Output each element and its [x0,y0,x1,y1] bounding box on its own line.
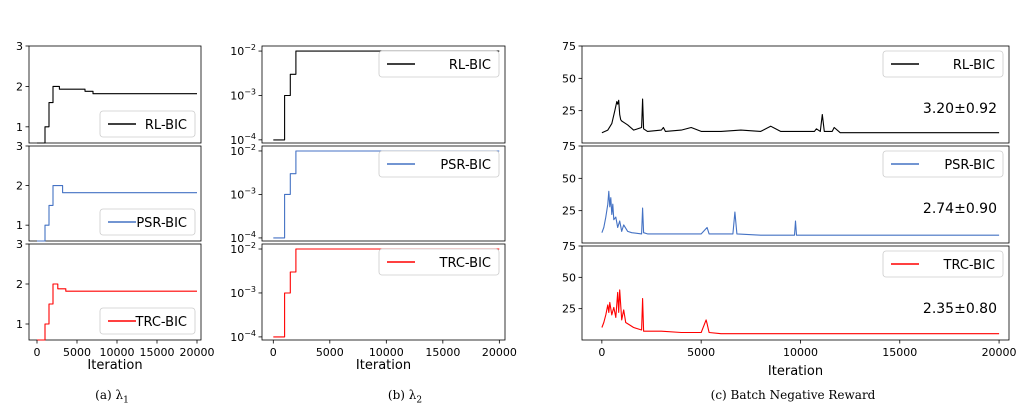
y-tick-label: 1 [16,318,23,331]
x-tick-label: 15000 [140,346,175,359]
x-axis-label: Iteration [768,364,823,379]
stat-annotation: 2.35±0.80 [923,301,997,317]
y-tick-label: 1 [16,121,23,134]
stat-annotation: 2.74±0.90 [923,201,997,217]
plot-frame [581,145,1010,244]
y-tick-label: 2 [16,278,23,291]
x-tick-label: 20000 [482,346,517,359]
x-tick-label: 10000 [369,346,404,359]
caption-a: (a) λ1 [95,388,129,406]
legend-label: TRC-BIC [943,258,995,273]
legend-box [882,150,1004,178]
legend-label: PSR-BIC [440,158,491,173]
y-tick-label: 50 [562,72,576,85]
y-tick-label: 75 [562,240,576,253]
y-tick-label: 10−2 [230,241,256,256]
legend-box [378,50,500,78]
y-tick-label: 3 [16,238,23,251]
legend-box [99,307,196,335]
plot-frame [261,243,506,341]
caption-b: (b) λ2 [387,388,423,406]
legend-box [882,50,1004,78]
x-tick-label: 10000 [100,346,135,359]
plot-frame [261,45,506,144]
y-tick-label: 2 [16,180,23,193]
series-line-trc-bic [273,248,500,338]
plot-frame [28,243,202,341]
series-line-rl-bic [273,50,500,141]
legend-label: RL-BIC [449,58,491,73]
y-tick-label: 3 [16,40,23,53]
x-tick-label: 15000 [425,346,460,359]
legend-label: TRC-BIC [439,256,491,271]
y-tick-label: 50 [562,172,576,185]
y-tick-label: 25 [562,205,576,218]
y-tick-label: 75 [562,40,576,53]
y-tick-label: 10−3 [230,186,256,201]
y-tick-label: 3 [16,140,23,153]
legend-label: RL-BIC [145,118,187,133]
series-line-rl-bic [601,98,1000,134]
stat-annotation: 3.20±0.92 [923,101,997,117]
x-axis-label: Iteration [87,358,142,373]
plot-frame [581,245,1010,341]
x-tick-label: 0 [34,346,41,359]
legend-label: PSR-BIC [136,216,187,231]
series-line-rl-bic [37,85,197,144]
series-line-trc-bic [37,283,197,341]
y-tick-label: 10−4 [230,132,256,147]
y-tick-label: 10−4 [230,329,256,344]
y-tick-label: 10−2 [230,143,256,158]
legend-box [378,248,500,276]
legend-box [99,110,196,138]
plot-frame [28,145,202,242]
x-tick-label: 10000 [783,346,818,359]
legend-label: PSR-BIC [944,158,995,173]
legend-box [378,150,500,178]
y-tick-label: 25 [562,105,576,118]
x-tick-label: 5000 [63,346,91,359]
y-tick-label: 75 [562,140,576,153]
series-line-psr-bic [601,190,1000,236]
y-tick-label: 2 [16,80,23,93]
series-line-psr-bic [37,185,197,242]
y-tick-label: 25 [562,303,576,316]
legend-label: RL-BIC [953,58,995,73]
legend-box [99,208,196,236]
series-line-trc-bic [601,289,1000,335]
y-tick-label: 10−4 [230,230,256,245]
plot-frame [28,45,202,144]
plot-frame [261,145,506,242]
x-tick-label: 20000 [180,346,215,359]
y-tick-label: 50 [562,271,576,284]
legend-label: TRC-BIC [135,315,187,330]
series-line-psr-bic [273,150,500,239]
x-tick-label: 0 [270,346,277,359]
y-tick-label: 10−3 [230,87,256,102]
x-tick-label: 5000 [316,346,344,359]
caption-c: (c) Batch Negative Reward [710,388,876,402]
y-tick-label: 10−3 [230,285,256,300]
y-tick-label: 1 [16,219,23,232]
x-tick-label: 20000 [982,346,1017,359]
x-tick-label: 0 [598,346,605,359]
plot-frame [581,45,1010,144]
x-axis-label: Iteration [356,358,411,373]
y-tick-label: 10−2 [230,43,256,58]
legend-box [882,250,1004,278]
x-tick-label: 15000 [882,346,917,359]
x-tick-label: 5000 [687,346,715,359]
